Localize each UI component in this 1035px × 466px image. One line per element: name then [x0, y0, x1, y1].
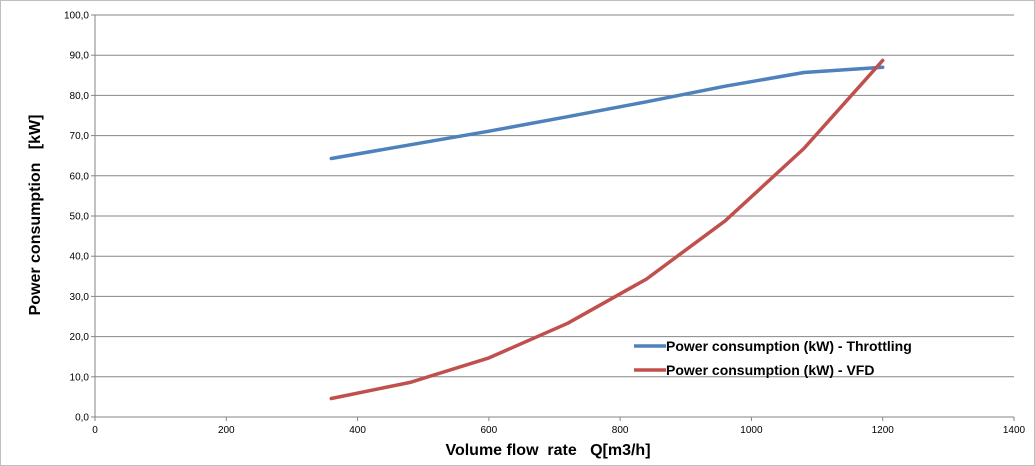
x-tick-label: 600: [481, 425, 498, 436]
y-tick-label: 20,0: [70, 332, 90, 343]
x-tick-label: 1200: [872, 425, 895, 436]
x-tick-label: 200: [218, 425, 235, 436]
x-tick-label: 400: [349, 425, 366, 436]
x-tick-label: 1400: [1003, 425, 1026, 436]
series-line-vfd: [329, 58, 885, 401]
y-tick-label: 0,0: [75, 413, 89, 424]
legend-label: Power consumption (kW) - VFD: [666, 362, 874, 378]
y-tick-label: 90,0: [70, 51, 90, 62]
y-tick-label: 50,0: [70, 212, 90, 223]
y-tick-label: 10,0: [70, 372, 90, 383]
legend: Power consumption (kW) - Throttling Power…: [634, 338, 912, 378]
series-line-throttling: [329, 65, 885, 161]
y-tick-label: 60,0: [70, 171, 90, 182]
gridlines: [95, 14, 1014, 378]
y-tick-label: 70,0: [70, 131, 90, 142]
y-tick-label: 30,0: [70, 292, 90, 303]
y-tick-labels: 0,0 10,0 20,0 30,0 40,0 50,0 60,0 70,0 80,0 90,0 1…: [64, 11, 89, 424]
series-lines: [329, 58, 885, 401]
x-tick-label: 1000: [740, 425, 763, 436]
y-tick-label: 100,0: [64, 11, 89, 22]
x-tick-label: 800: [612, 425, 629, 436]
y-tick-label: 40,0: [70, 252, 90, 263]
x-axis-title: Volume flow rate Q[m3/h]: [445, 442, 650, 459]
y-axis-title: Power consumption [kW]: [27, 115, 44, 316]
axes: [91, 14, 1015, 421]
x-tick-label: 0: [92, 425, 98, 436]
y-tick-label: 80,0: [70, 91, 90, 102]
x-tick-labels: 0 200 400 600 800 1000 1200 1400: [92, 425, 1025, 436]
legend-label: Power consumption (kW) - Throttling: [666, 338, 912, 354]
